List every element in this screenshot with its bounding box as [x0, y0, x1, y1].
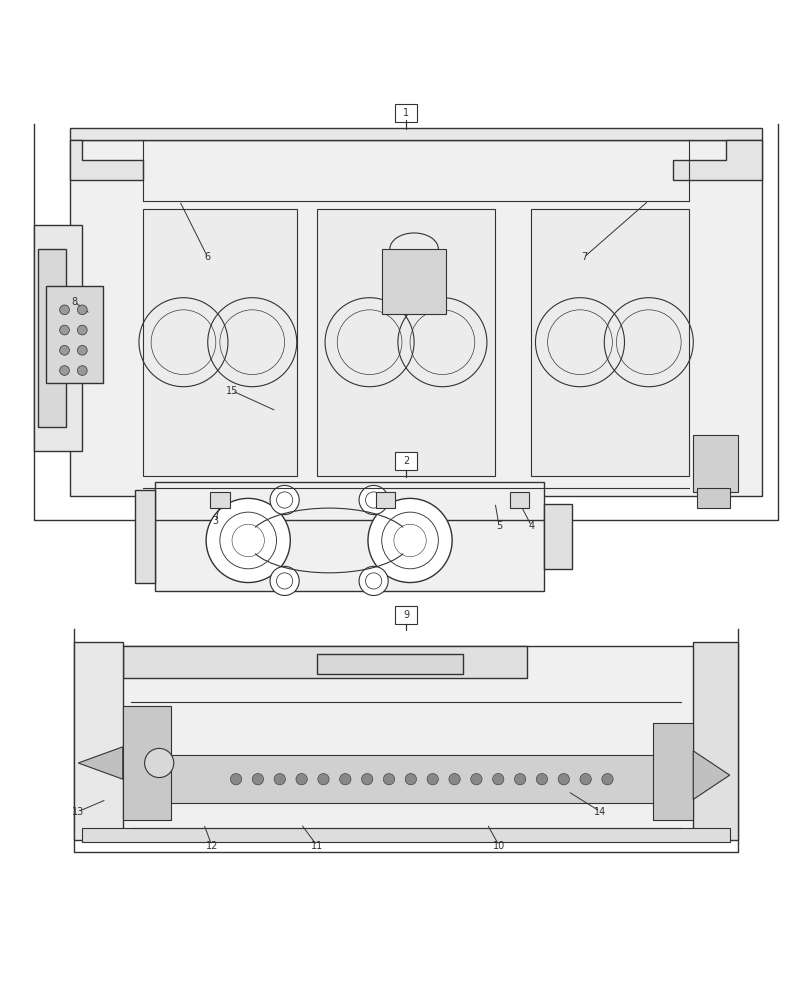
Bar	[693, 642, 737, 840]
Circle shape	[601, 774, 612, 785]
Bar	[316, 209, 495, 476]
Text: 2: 2	[402, 456, 409, 466]
Bar	[70, 128, 761, 140]
Circle shape	[77, 345, 87, 355]
Polygon shape	[70, 140, 143, 180]
Bar	[82, 828, 729, 842]
Bar	[697, 488, 729, 508]
Circle shape	[77, 366, 87, 375]
Circle shape	[470, 774, 482, 785]
Bar	[394, 452, 417, 470]
Bar	[693, 435, 737, 492]
Bar	[375, 492, 395, 508]
Circle shape	[339, 774, 350, 785]
Text: 6: 6	[204, 252, 211, 262]
Bar	[147, 755, 672, 803]
Circle shape	[514, 774, 525, 785]
Circle shape	[358, 566, 388, 595]
Bar	[122, 646, 526, 678]
Circle shape	[579, 774, 590, 785]
Bar	[155, 482, 543, 591]
Circle shape	[77, 305, 87, 315]
Text: 13: 13	[72, 807, 84, 817]
Circle shape	[59, 325, 69, 335]
Bar	[381, 249, 446, 314]
Text: 7: 7	[580, 252, 586, 262]
Bar	[70, 140, 761, 496]
Circle shape	[59, 305, 69, 315]
Bar	[82, 646, 729, 836]
Circle shape	[206, 498, 290, 583]
Circle shape	[270, 566, 298, 595]
Bar	[652, 723, 693, 820]
Circle shape	[274, 774, 285, 785]
Circle shape	[535, 774, 547, 785]
Circle shape	[361, 774, 372, 785]
Bar	[316, 654, 462, 674]
Circle shape	[405, 774, 416, 785]
Circle shape	[448, 774, 460, 785]
Bar	[543, 504, 571, 569]
Text: 11: 11	[311, 841, 323, 851]
Circle shape	[295, 774, 307, 785]
Circle shape	[59, 366, 69, 375]
Bar	[46, 286, 102, 383]
Text: 10: 10	[492, 841, 504, 851]
Bar	[34, 225, 82, 451]
Bar	[210, 492, 230, 508]
Text: 12: 12	[205, 841, 217, 851]
Bar	[530, 209, 689, 476]
Circle shape	[230, 774, 242, 785]
Circle shape	[77, 325, 87, 335]
Text: 14: 14	[594, 807, 606, 817]
Text: 3: 3	[212, 516, 219, 526]
Circle shape	[59, 345, 69, 355]
Bar	[394, 104, 417, 122]
Text: 9: 9	[402, 610, 409, 620]
Text: 8: 8	[71, 297, 77, 307]
Text: 15: 15	[225, 386, 238, 396]
Text: 1: 1	[402, 108, 409, 118]
Bar	[74, 642, 122, 840]
Bar	[394, 606, 417, 624]
Bar	[135, 490, 155, 583]
Bar	[38, 249, 66, 427]
Bar	[122, 706, 171, 820]
Circle shape	[358, 485, 388, 515]
Circle shape	[557, 774, 569, 785]
Circle shape	[367, 498, 452, 583]
Polygon shape	[693, 751, 729, 799]
Bar	[509, 492, 528, 508]
Text: 4: 4	[528, 521, 534, 531]
Circle shape	[252, 774, 264, 785]
Circle shape	[383, 774, 394, 785]
Circle shape	[317, 774, 328, 785]
Bar	[143, 209, 296, 476]
Circle shape	[492, 774, 504, 785]
Polygon shape	[672, 140, 761, 180]
Circle shape	[427, 774, 438, 785]
Polygon shape	[78, 747, 122, 779]
Circle shape	[144, 748, 174, 778]
Circle shape	[270, 485, 298, 515]
Text: 5: 5	[496, 521, 501, 531]
